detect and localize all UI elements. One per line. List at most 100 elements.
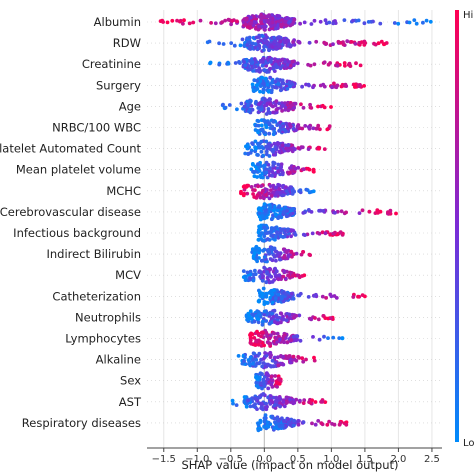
shap-point [306, 147, 311, 152]
shap-point [348, 64, 353, 68]
shap-point [273, 145, 278, 150]
shap-point [412, 18, 417, 22]
feature-label: Neutrophils [75, 310, 141, 324]
shap-point [259, 139, 264, 144]
shap-point [261, 60, 265, 64]
shap-point [269, 398, 274, 403]
shap-point [277, 35, 282, 40]
shap-point [357, 84, 362, 89]
shap-point [256, 320, 261, 325]
shap-point [170, 18, 175, 23]
shap-point [278, 190, 283, 195]
shap-point [329, 316, 333, 320]
shap-point [360, 208, 365, 213]
shap-point [286, 273, 290, 278]
colorbar-high-label: Hi [463, 10, 473, 21]
shap-point [260, 97, 265, 101]
shap-point [275, 340, 280, 344]
shap-point [384, 41, 389, 45]
shap-point [293, 101, 298, 106]
shap-point [234, 403, 239, 407]
shap-point [248, 151, 253, 155]
shap-point [276, 277, 281, 282]
shap-point [260, 278, 265, 283]
shap-point [288, 19, 292, 24]
shap-point [245, 25, 250, 29]
x-tick-label: −0.5 [219, 454, 243, 465]
shap-point [248, 404, 253, 409]
shap-point [231, 401, 235, 406]
colorbar: Hi Lo [455, 10, 474, 449]
shap-point [378, 21, 383, 26]
shap-point [278, 88, 283, 93]
shap-point [353, 42, 358, 46]
shap-point [256, 27, 261, 32]
shap-point [272, 161, 277, 166]
shap-point [327, 419, 331, 424]
shap-point [273, 320, 277, 324]
shap-point [269, 374, 274, 379]
shap-point [294, 128, 298, 133]
shap-point [256, 230, 261, 235]
shap-point [281, 354, 286, 359]
shap-point [288, 212, 293, 217]
shap-point [250, 82, 255, 87]
shap-point [295, 334, 299, 339]
shap-point [308, 400, 313, 405]
shap-point [392, 21, 397, 25]
shap-point [282, 210, 286, 215]
shap-point [295, 61, 300, 66]
shap-point [274, 46, 278, 51]
shap-point [263, 413, 268, 417]
shap-point [245, 144, 250, 149]
shap-point [280, 227, 285, 232]
shap-point [277, 183, 282, 188]
shap-point [351, 18, 355, 23]
shap-point [333, 210, 337, 215]
shap-point [264, 63, 269, 68]
shap-point [259, 372, 264, 377]
shap-point [274, 313, 279, 318]
shap-point [252, 174, 257, 179]
shap-point [253, 164, 258, 169]
shap-point [251, 188, 255, 192]
shap-point [254, 374, 259, 379]
shap-point [326, 336, 330, 340]
shap-point [356, 294, 360, 299]
shap-point [254, 20, 258, 25]
shap-point [262, 103, 267, 108]
shap-point [394, 211, 398, 216]
shap-point [281, 334, 286, 339]
shap-point [260, 294, 265, 299]
shap-point [251, 357, 256, 361]
shap-point [262, 419, 267, 424]
shap-point [260, 214, 265, 218]
shap-point [327, 124, 332, 129]
shap-point [270, 170, 275, 175]
shap-point [268, 204, 273, 209]
shap-point [375, 210, 380, 215]
shap-point [288, 63, 293, 68]
shap-point [333, 230, 337, 235]
shap-point [247, 362, 252, 366]
shap-point [284, 23, 289, 28]
shap-point [254, 35, 259, 40]
shap-point [288, 171, 292, 175]
shap-point [267, 196, 272, 201]
shap-point [289, 234, 293, 239]
shap-point [275, 384, 279, 389]
shap-point [270, 292, 274, 297]
feature-label: Infectious background [13, 226, 141, 240]
shap-point [250, 141, 255, 146]
shap-point [311, 169, 316, 174]
shap-point [257, 211, 262, 216]
shap-point [300, 84, 304, 89]
shap-point [260, 145, 264, 149]
shap-point [255, 361, 260, 366]
shap-point [285, 87, 290, 91]
shap-point [232, 43, 237, 48]
shap-point [251, 41, 255, 46]
shap-point [269, 24, 274, 28]
shap-point [291, 423, 296, 428]
shap-point [289, 185, 294, 190]
